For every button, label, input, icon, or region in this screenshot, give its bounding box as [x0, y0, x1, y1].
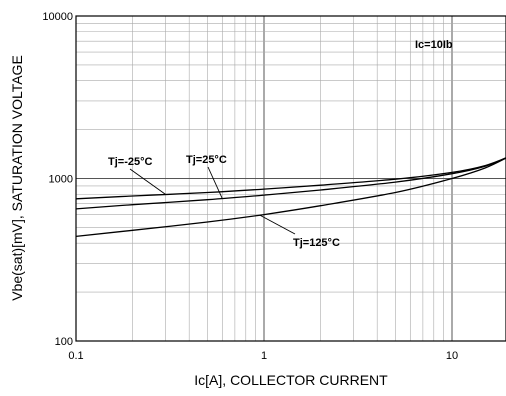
x-tick-label: 0.1	[68, 350, 83, 362]
series-leader-1	[207, 166, 223, 199]
series-leader-0	[129, 168, 166, 195]
series-leader-2	[259, 214, 296, 235]
x-tick-label: 10	[446, 350, 458, 362]
plot-frame	[75, 15, 506, 342]
series-label-1: Tj=25°C	[186, 154, 227, 166]
series-line-1	[75, 157, 506, 210]
chart-annotation: Ic=10Ib	[415, 39, 453, 51]
series-labels: Tj=-25°C Tj=25°C Tj=125°C	[108, 154, 340, 249]
grid	[76, 16, 506, 341]
curves	[75, 157, 506, 238]
y-tick-label: 10000	[42, 11, 73, 23]
y-tick-label: 100	[55, 336, 73, 348]
y-tick-label: 1000	[49, 174, 73, 186]
y-axis-label: Vbe(sat)[mV], SATURATION VOLTAGE	[9, 55, 25, 301]
series-label-2: Tj=125°C	[293, 237, 340, 249]
tick-labels: 0.1 1 10 100 1000 10000	[42, 11, 458, 362]
x-tick-label: 1	[261, 350, 267, 362]
series-line-2	[75, 157, 506, 238]
series-line-0	[75, 157, 506, 200]
x-axis-label: Ic[A], COLLECTOR CURRENT	[194, 372, 388, 388]
series-label-0: Tj=-25°C	[108, 156, 152, 168]
